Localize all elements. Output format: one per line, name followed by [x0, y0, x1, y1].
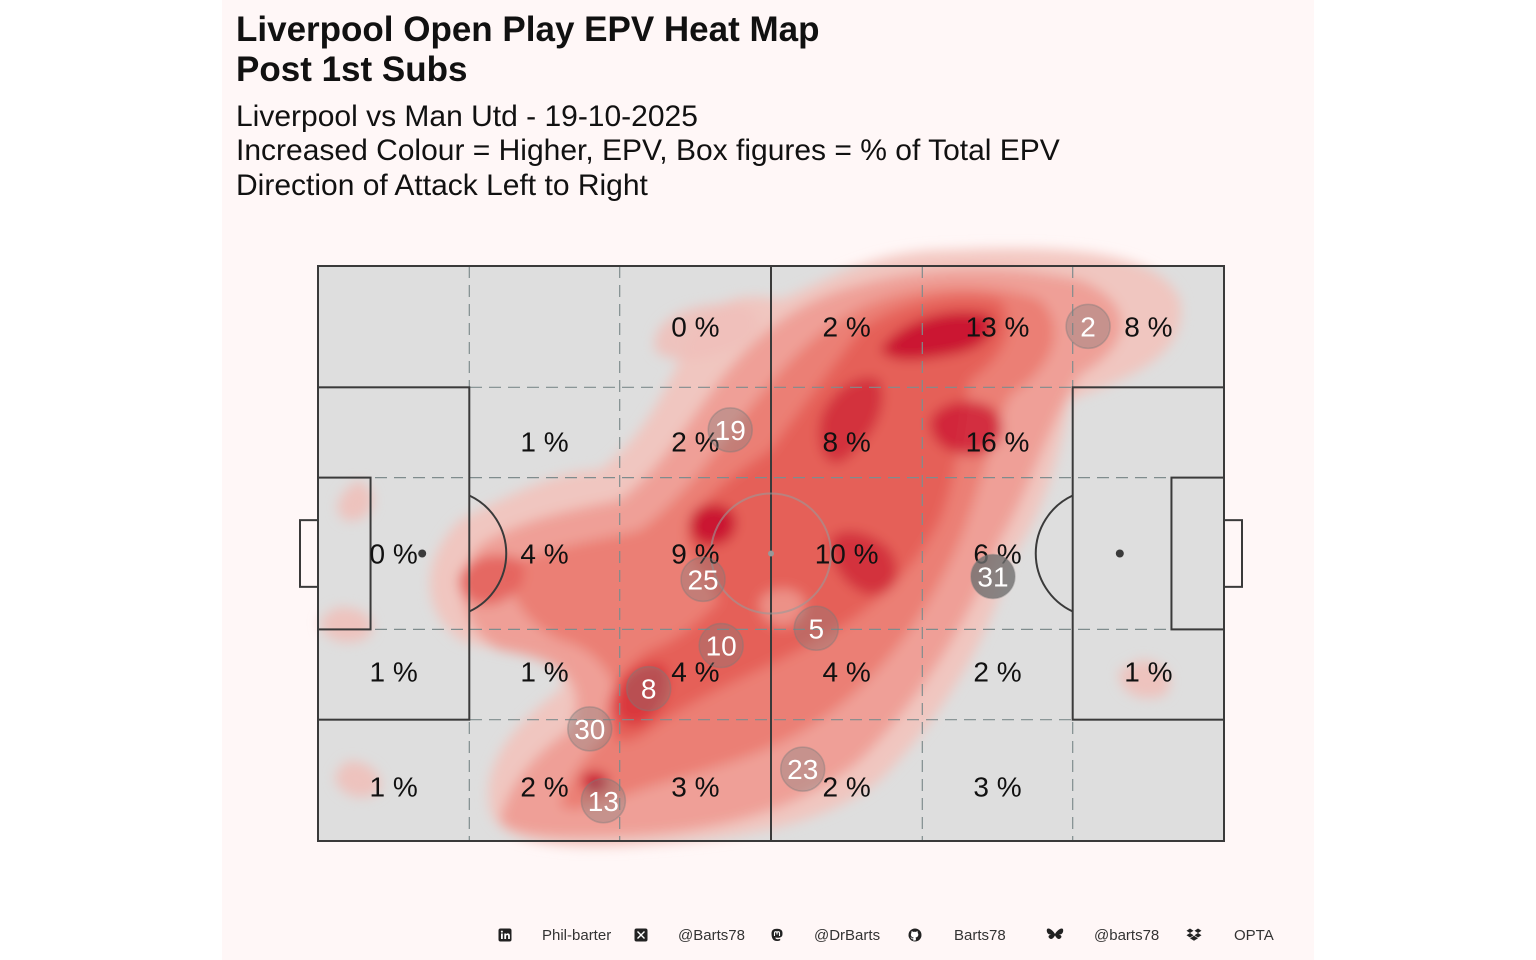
zone-label: 4 % [671, 656, 719, 687]
player-marker [793, 605, 840, 651]
zone-label: 0 % [370, 539, 418, 570]
footer-x: @Barts78 [678, 927, 745, 944]
heat-blob-17 [580, 771, 609, 794]
chart-subtitle-match: Liverpool vs Man Utd - 19-10-2025 [236, 100, 698, 133]
zone-label: 2 % [823, 771, 871, 802]
mastodon-icon [771, 928, 783, 941]
heat-blob-4 [335, 761, 381, 798]
zone-label: 4 % [520, 539, 568, 570]
left-penalty-arc [468, 494, 508, 613]
zone-label: 1 % [370, 656, 418, 687]
player-number: 13 [588, 786, 619, 817]
player-markers: 2 19 25 31 5 10 8 30 23 13 [567, 303, 1111, 824]
zone-label: 2 % [520, 771, 568, 802]
zone-labels: 0 % 2 % 13 % 8 %1 % 2 % 8 % 16 %0 % 4 % 9 % 10 % 6… [370, 311, 1173, 802]
player-marker [680, 556, 726, 603]
zone-label: 16 % [966, 426, 1030, 457]
centre-circle [710, 492, 832, 615]
linkedin-icon [498, 928, 512, 942]
player-marker [970, 553, 1016, 600]
heat-blob-10 [459, 555, 524, 605]
zone-label: 1 % [520, 656, 568, 687]
heat-blob-13 [819, 377, 883, 464]
chart-title-line2: Post 1st Subs [236, 50, 468, 89]
bluesky-icon [1046, 928, 1064, 940]
github-icon [908, 928, 922, 942]
zone-label: 2 % [671, 426, 719, 457]
player-number: 31 [977, 562, 1008, 593]
right-penalty-arc [1034, 494, 1074, 613]
zone-label: 8 % [823, 426, 871, 457]
footer-mastodon: @DrBarts [814, 927, 881, 944]
pitch-lines [299, 265, 1243, 842]
zone-label: 9 % [671, 539, 719, 570]
right-goal [1223, 519, 1243, 588]
right-penalty-spot [1115, 549, 1124, 558]
left-penalty-spot [418, 549, 427, 558]
heat-blob-5 [1119, 660, 1171, 699]
player-number: 5 [809, 613, 825, 644]
footer-data-source: OPTA [1234, 927, 1274, 944]
heat-density [320, 248, 1181, 847]
heat-blob-16 [614, 663, 669, 726]
zone-label: 13 % [966, 311, 1030, 342]
player-number: 19 [715, 415, 746, 446]
zone-label: 0 % [671, 311, 719, 342]
heat-layer [320, 248, 1181, 847]
zone-label: 10 % [815, 539, 879, 570]
player-number: 25 [687, 564, 718, 595]
zone-label: 1 % [1124, 656, 1172, 687]
zone-label: 3 % [973, 771, 1021, 802]
heat-blob-12 [930, 401, 1003, 455]
zone-label: 4 % [823, 656, 871, 687]
zone-label: 8 % [1124, 311, 1172, 342]
x-icon [634, 928, 648, 942]
chart-subtitle-legend: Increased Colour = Higher, EPV, Box figu… [236, 134, 1060, 167]
player-marker [625, 665, 672, 712]
heat-blob-14 [830, 531, 898, 595]
zone-label: 3 % [671, 771, 719, 802]
centre-spot [768, 550, 774, 557]
player-marker [707, 407, 753, 453]
zone-label: 1 % [520, 426, 568, 457]
dropbox-icon [1186, 928, 1202, 941]
chart-title: Liverpool Open Play EPV Heat Map [236, 10, 820, 49]
player-number: 23 [787, 754, 818, 785]
heat-blob-6 [654, 304, 759, 360]
player-number: 30 [574, 714, 605, 745]
footer-linkedin: Phil-barter [542, 927, 612, 944]
player-number: 8 [641, 674, 657, 705]
footer-github: Barts78 [954, 927, 1006, 944]
left-goal [299, 519, 319, 588]
player-marker [779, 746, 826, 792]
player-marker [698, 622, 744, 669]
zone-label: 1 % [370, 771, 418, 802]
heat-blob-2 [337, 480, 374, 521]
player-marker [580, 778, 627, 824]
footer-bluesky: @barts78 [1094, 927, 1160, 944]
zone-label: 2 % [973, 656, 1021, 687]
chart-subtitle-direction: Direction of Attack Left to Right [236, 169, 648, 202]
player-marker [567, 706, 613, 752]
player-number: 10 [706, 631, 737, 662]
player-number: 2 [1080, 311, 1096, 342]
heat-blob-11 [880, 311, 993, 360]
player-marker [1065, 303, 1111, 350]
heat-blob-3 [320, 607, 373, 643]
zone-label: 2 % [823, 311, 871, 342]
